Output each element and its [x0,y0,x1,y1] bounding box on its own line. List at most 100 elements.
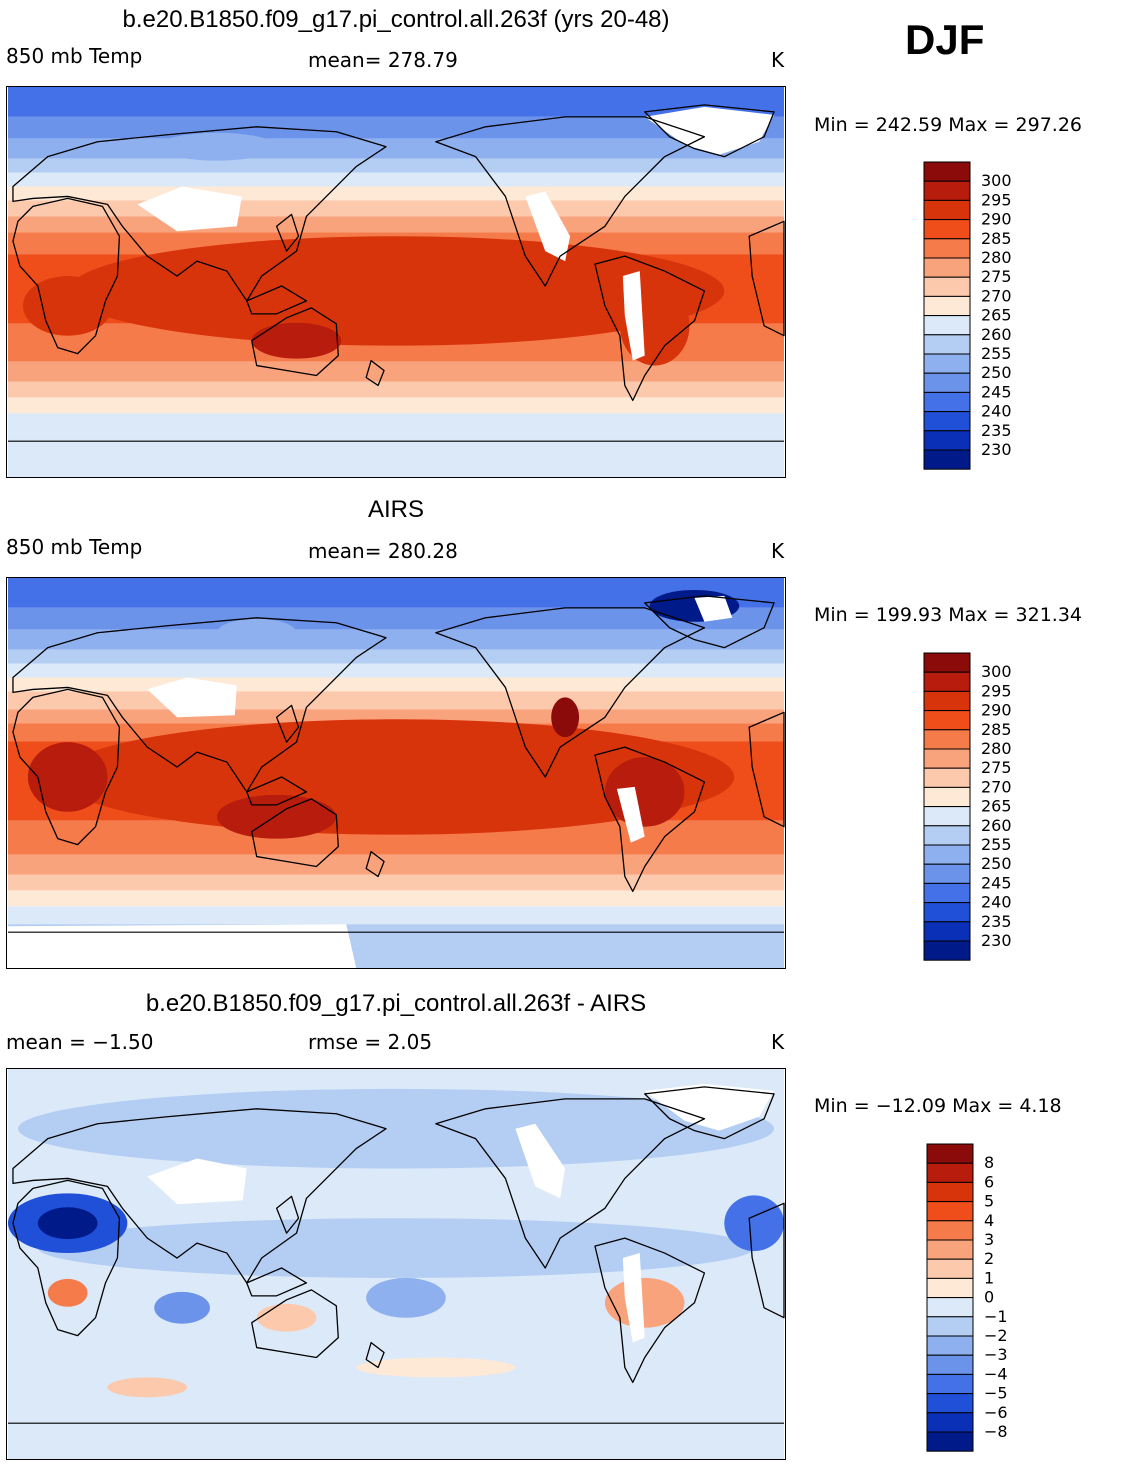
coastline [246,285,308,315]
contour-band [7,906,785,925]
colorbar-tick-label: 270 [981,286,1012,305]
colorbar-swatch [923,902,971,923]
colorbar-tick-label: 250 [981,363,1012,382]
contour-band [7,172,785,187]
coastline [12,1108,387,1284]
minmax-label: Min = 242.59 Max = 297.26 [814,114,1082,136]
cold-bias-core [37,1207,98,1240]
colorbar-swatch [926,1277,974,1299]
colorbar-swatch [923,295,971,317]
contour-region [37,1218,755,1278]
colorbar-tick-label: 1 [984,1268,994,1287]
colorbar-swatch [926,1316,974,1337]
season-label: DJF [905,16,985,63]
contour-band [7,361,785,382]
cold-bias [366,1277,446,1318]
colorbar-swatch [923,710,971,731]
colorbar-swatch [923,729,971,750]
colorbar-tick-label: 240 [981,893,1012,912]
colorbar-tick-label: 5 [984,1192,994,1211]
colorbar-tick-label: 240 [981,402,1012,421]
panel-title: b.e20.B1850.f09_g17.pi_control.all.263f … [145,990,647,1017]
colorbar-tick-label: 230 [981,931,1012,950]
masked-terrain [147,1158,247,1205]
coastline [246,776,308,806]
variable-label: 850 mb Temp [6,535,143,559]
colorbar-tick-label: 265 [981,306,1012,325]
colorbar-swatch [923,411,971,432]
mean-label: mean= 280.28 [308,539,458,563]
coastline [275,213,300,252]
coastline [365,359,385,387]
colorbar-tick-label: 280 [981,739,1012,758]
colorbar-tick-label: 265 [981,797,1012,816]
colorbar-swatch [923,430,971,451]
colorbar-tick-label: −4 [984,1364,1008,1383]
coastline [594,1237,706,1384]
temperature-map [6,86,786,478]
cold-region [216,618,297,647]
cold-bias [724,1195,785,1252]
coastline [12,197,121,355]
colorbar-swatch [923,767,971,788]
colorbar-swatch [923,844,971,865]
contour-band [7,186,785,201]
colorbar-swatch [923,921,971,942]
colorbar-swatch [926,1412,974,1433]
colorbar-swatch [923,806,971,827]
colorbar-swatch [923,786,971,808]
colorbar-swatch [923,219,971,240]
coastline [12,1179,121,1337]
colorbar-swatch [923,863,971,884]
colorbar-swatch [923,257,971,278]
colorbar-swatch [923,690,971,712]
coastline [365,850,385,878]
coastline [435,1098,706,1269]
colorbar-swatch [926,1239,974,1260]
colorbar-swatch [923,652,971,673]
colorbar-tick-label: 300 [981,171,1012,190]
colorbar: 3002952902852802752702652602552502452402… [923,652,1012,961]
colorbar-swatch [923,671,971,692]
colorbar-tick-label: 280 [981,248,1012,267]
contour-band [7,87,785,117]
masked-terrain [7,924,357,968]
coastline [246,1267,308,1297]
masked-terrain [147,677,237,718]
contour-band [7,381,785,398]
colorbar-swatch [926,1220,974,1241]
contour-band [7,890,785,907]
masked-terrain [644,1083,775,1131]
colorbar-tick-label: 245 [981,873,1012,892]
contour-band [7,433,785,477]
colorbar-tick-label: 235 [981,421,1012,440]
coastline [435,607,706,778]
coastline [435,116,706,287]
colorbar-tick-label: 235 [981,912,1012,931]
coastline [644,595,775,649]
contour-band [7,629,785,650]
contour-band [7,854,785,875]
colorbar-swatch [923,315,971,336]
colorbar-tick-label: −8 [984,1422,1008,1441]
colorbar-tick-label: 295 [981,681,1012,700]
contour-band [7,200,785,217]
cold-bias [154,1291,210,1324]
coastline [748,1202,785,1319]
colorbar-swatch [926,1393,974,1414]
colorbar-tick-label: −6 [984,1403,1008,1422]
coastline [12,688,121,846]
panel-title: AIRS [367,496,424,523]
colorbar-swatch [923,882,971,904]
colorbar-tick-label: −2 [984,1326,1008,1345]
warm-core [251,322,342,359]
cold-region [157,132,277,161]
colorbar-swatch [926,1143,974,1164]
units-label: K [771,539,785,563]
colorbar-swatch [923,199,971,221]
contour-region [17,1088,775,1169]
warm-bias [356,1357,516,1378]
contour-band [7,677,785,692]
colorbar-swatch [923,334,971,355]
